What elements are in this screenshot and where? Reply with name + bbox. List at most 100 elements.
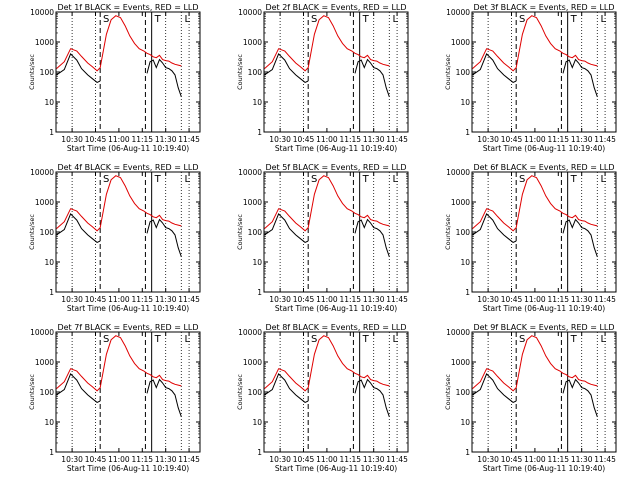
plot-frame [263, 11, 409, 133]
panel-8: Det 8f BLACK = Events, RED = LLD 1 10 100 10… [236, 323, 409, 473]
y-tick-label: 10000 [238, 8, 262, 17]
x-axis-label: Start Time (06-Aug-11 10:19:40) [483, 464, 605, 473]
y-tick-label: 100 [456, 388, 471, 397]
y-tick-label: 10 [44, 258, 54, 267]
x-tick-label: 11:45 [594, 295, 616, 304]
marker-label-l: L [184, 334, 190, 345]
marker-label-s: S [311, 334, 317, 345]
marker-label-s: S [519, 14, 525, 25]
y-tick-label: 10000 [446, 328, 470, 337]
y-tick-label: 1000 [451, 198, 470, 207]
panel-title: Det 8f BLACK = Events, RED = LLD [265, 323, 406, 332]
y-tick-label: 1000 [451, 38, 470, 47]
x-tick-label: 11:15 [339, 295, 361, 304]
y-tick-label: 10000 [238, 328, 262, 337]
events-series-line [472, 53, 598, 97]
x-tick-label: 10:45 [501, 295, 523, 304]
y-axis-label: Counts/sec [444, 374, 452, 410]
marker-label-s: S [311, 14, 317, 25]
x-tick-label: 11:00 [316, 295, 338, 304]
panel-title: Det 4f BLACK = Events, RED = LLD [57, 163, 198, 172]
x-tick-label: 11:30 [363, 455, 385, 464]
events-series-line [264, 373, 390, 417]
x-tick-label: 11:00 [108, 295, 130, 304]
lld-series-line [56, 335, 182, 392]
y-axis-label: Counts/sec [28, 214, 36, 250]
x-tick-label: 10:45 [501, 135, 523, 144]
y-axis-label: Counts/sec [28, 374, 36, 410]
plot-frame [55, 171, 201, 293]
lld-series-line [56, 15, 182, 72]
x-tick-label: 11:30 [155, 455, 177, 464]
lld-series-line [472, 175, 598, 232]
x-tick-label: 11:15 [131, 135, 153, 144]
x-tick-label: 11:45 [178, 455, 200, 464]
marker-label-t: T [362, 334, 370, 345]
marker-label-s: S [103, 14, 109, 25]
x-tick-label: 10:45 [85, 295, 107, 304]
x-tick-label: 11:00 [524, 295, 546, 304]
events-series-line [264, 213, 390, 257]
x-tick-label: 11:15 [339, 135, 361, 144]
x-axis-label: Start Time (06-Aug-11 10:19:40) [67, 304, 189, 313]
y-axis-label: Counts/sec [28, 54, 36, 90]
y-tick-label: 10000 [30, 8, 54, 17]
x-tick-label: 10:45 [501, 455, 523, 464]
panel-5: Det 5f BLACK = Events, RED = LLD 1 10 100 10… [236, 163, 409, 313]
x-tick-label: 11:00 [524, 455, 546, 464]
events-series-line [264, 53, 390, 97]
x-axis-label: Start Time (06-Aug-11 10:19:40) [483, 144, 605, 153]
y-tick-label: 1 [49, 288, 54, 297]
panel-title: Det 7f BLACK = Events, RED = LLD [57, 323, 198, 332]
panel-title: Det 2f BLACK = Events, RED = LLD [265, 3, 406, 12]
y-tick-label: 1 [257, 288, 262, 297]
lld-series-line [56, 175, 182, 232]
y-tick-label: 1 [49, 128, 54, 137]
plot-frame [263, 331, 409, 453]
x-tick-label: 11:15 [131, 455, 153, 464]
y-tick-label: 1000 [243, 38, 262, 47]
x-axis-label: Start Time (06-Aug-11 10:19:40) [67, 464, 189, 473]
y-tick-label: 1000 [35, 38, 54, 47]
x-tick-label: 10:45 [293, 135, 315, 144]
lld-series-line [472, 15, 598, 72]
x-tick-label: 10:30 [477, 455, 499, 464]
x-tick-label: 11:30 [363, 135, 385, 144]
x-tick-label: 10:30 [269, 135, 291, 144]
plot-frame [471, 331, 617, 453]
marker-label-t: T [154, 14, 162, 25]
marker-label-t: T [570, 174, 578, 185]
y-tick-label: 1000 [35, 198, 54, 207]
x-tick-label: 11:45 [594, 135, 616, 144]
panel-title: Det 1f BLACK = Events, RED = LLD [57, 3, 198, 12]
y-axis-label: Counts/sec [236, 214, 244, 250]
panel-3: Det 3f BLACK = Events, RED = LLD 1 10 100 10… [444, 3, 617, 153]
marker-label-l: L [600, 174, 606, 185]
y-axis-label: Counts/sec [236, 54, 244, 90]
x-tick-label: 11:30 [571, 295, 593, 304]
panel-2: Det 2f BLACK = Events, RED = LLD 1 10 100 10… [236, 3, 409, 153]
y-axis-label: Counts/sec [444, 54, 452, 90]
events-series-line [56, 213, 182, 257]
x-axis-label: Start Time (06-Aug-11 10:19:40) [483, 304, 605, 313]
y-tick-label: 100 [456, 68, 471, 77]
events-series-line [472, 213, 598, 257]
y-tick-label: 100 [248, 388, 263, 397]
y-axis-label: Counts/sec [444, 214, 452, 250]
events-series-line [56, 53, 182, 97]
x-tick-label: 11:15 [547, 455, 569, 464]
lld-series-line [264, 175, 390, 232]
y-tick-label: 10 [460, 418, 470, 427]
marker-label-l: L [184, 174, 190, 185]
marker-label-t: T [570, 14, 578, 25]
y-tick-label: 100 [456, 228, 471, 237]
x-tick-label: 11:30 [363, 295, 385, 304]
x-tick-label: 10:45 [85, 135, 107, 144]
marker-label-l: L [600, 14, 606, 25]
y-tick-label: 10 [252, 418, 262, 427]
x-axis-label: Start Time (06-Aug-11 10:19:40) [275, 464, 397, 473]
panel-title: Det 9f BLACK = Events, RED = LLD [473, 323, 614, 332]
y-tick-label: 100 [248, 228, 263, 237]
x-tick-label: 10:30 [61, 455, 83, 464]
plot-frame [471, 11, 617, 133]
